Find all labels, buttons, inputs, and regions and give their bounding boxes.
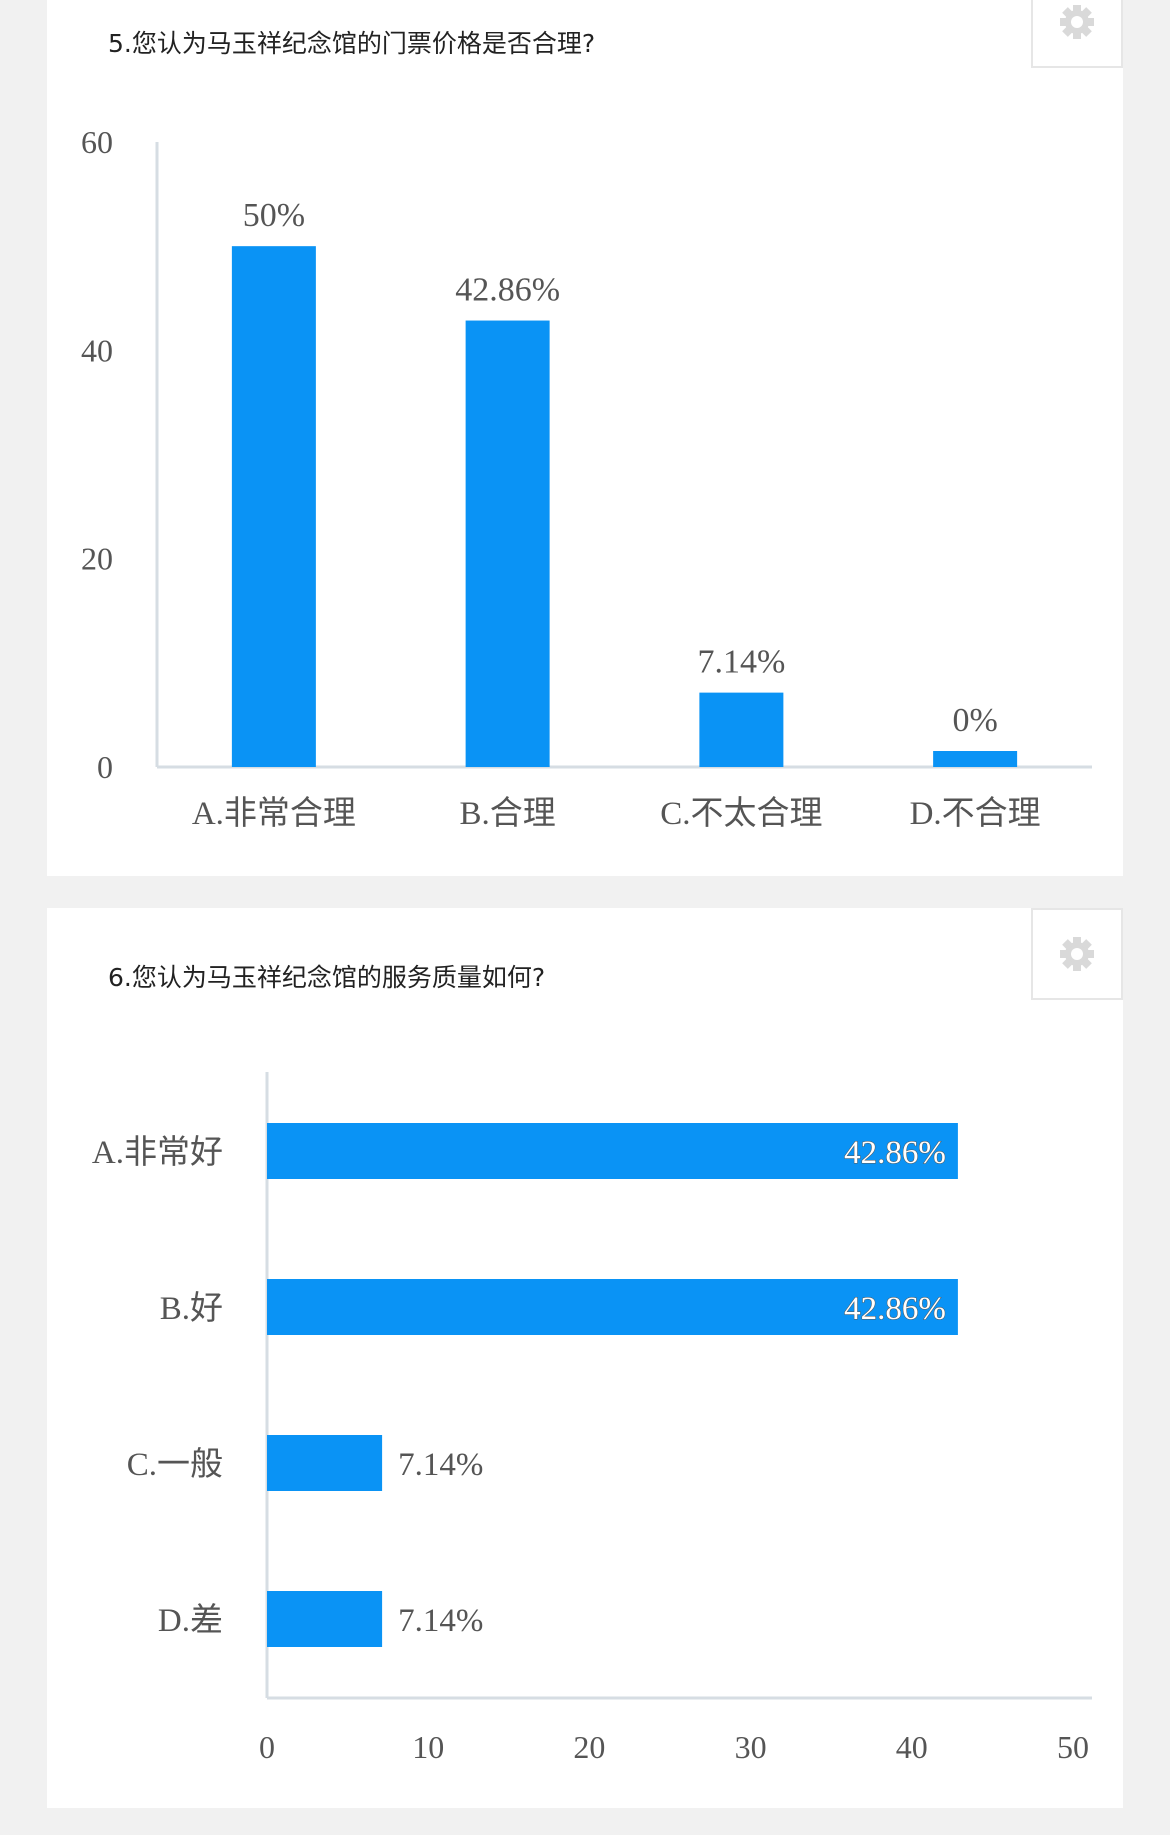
data-label: 7.14% <box>398 1447 483 1483</box>
gear-icon <box>1060 5 1094 39</box>
x-tick-label: 40 <box>896 1729 928 1765</box>
x-tick-label: 10 <box>412 1729 444 1765</box>
y-tick-label: 40 <box>81 332 113 368</box>
bar <box>465 320 550 767</box>
gear-icon <box>1060 937 1094 971</box>
horizontal-bar-chart: 0 10 20 30 40 50 A.非常好 42.86% B.好 42.86% C.一般 7.14%… <box>92 1072 1092 1765</box>
x-tick-label: 0 <box>259 1729 275 1765</box>
chart-settings-button[interactable] <box>1031 0 1123 68</box>
y-tick-label: 0 <box>97 749 113 785</box>
question-title: 6.您认为马玉祥纪念馆的服务质量如何? <box>108 963 546 992</box>
x-tick-label: 30 <box>735 1729 767 1765</box>
chart-settings-button[interactable] <box>1031 908 1123 1000</box>
y-tick-label: D.差 <box>158 1602 223 1639</box>
data-label: 42.86% <box>844 1135 946 1171</box>
bar <box>933 751 1018 767</box>
data-label: 7.14% <box>697 644 785 681</box>
x-tick-label: 50 <box>1057 1729 1089 1765</box>
bar <box>699 692 784 767</box>
bar <box>267 1123 958 1179</box>
vertical-bar-chart: 0 20 40 60 50% A.非常合理 42.86% B.合理 7.14% C.不太合理 0% D… <box>81 124 1092 832</box>
question-card-5: 5.您认为马玉祥纪念馆的门票价格是否合理? 0 20 40 60 50% A.非常合理 42… <box>47 0 1123 876</box>
data-label: 7.14% <box>398 1603 483 1639</box>
x-tick-label: C.不太合理 <box>660 795 822 832</box>
bar <box>267 1279 958 1335</box>
bar <box>231 246 316 767</box>
data-label: 50% <box>243 197 305 234</box>
y-tick-label: C.一般 <box>127 1446 223 1483</box>
x-tick-label: A.非常合理 <box>192 795 356 832</box>
y-tick-label: 60 <box>81 124 113 160</box>
x-tick-label: B.合理 <box>459 795 555 832</box>
x-tick-label: 20 <box>573 1729 605 1765</box>
x-tick-label: D.不合理 <box>910 795 1041 832</box>
question-card-6: 6.您认为马玉祥纪念馆的服务质量如何? 0 10 20 30 40 50 A.非常好 42.8… <box>47 908 1123 1808</box>
data-label: 42.86% <box>844 1291 946 1327</box>
y-tick-label: 20 <box>81 541 113 577</box>
data-label: 42.86% <box>455 272 560 309</box>
bar <box>267 1435 383 1491</box>
y-tick-label: A.非常好 <box>92 1134 223 1171</box>
y-tick-label: B.好 <box>160 1290 223 1327</box>
bar <box>267 1591 383 1647</box>
data-label: 0% <box>952 702 997 739</box>
question-title: 5.您认为马玉祥纪念馆的门票价格是否合理? <box>108 29 596 58</box>
